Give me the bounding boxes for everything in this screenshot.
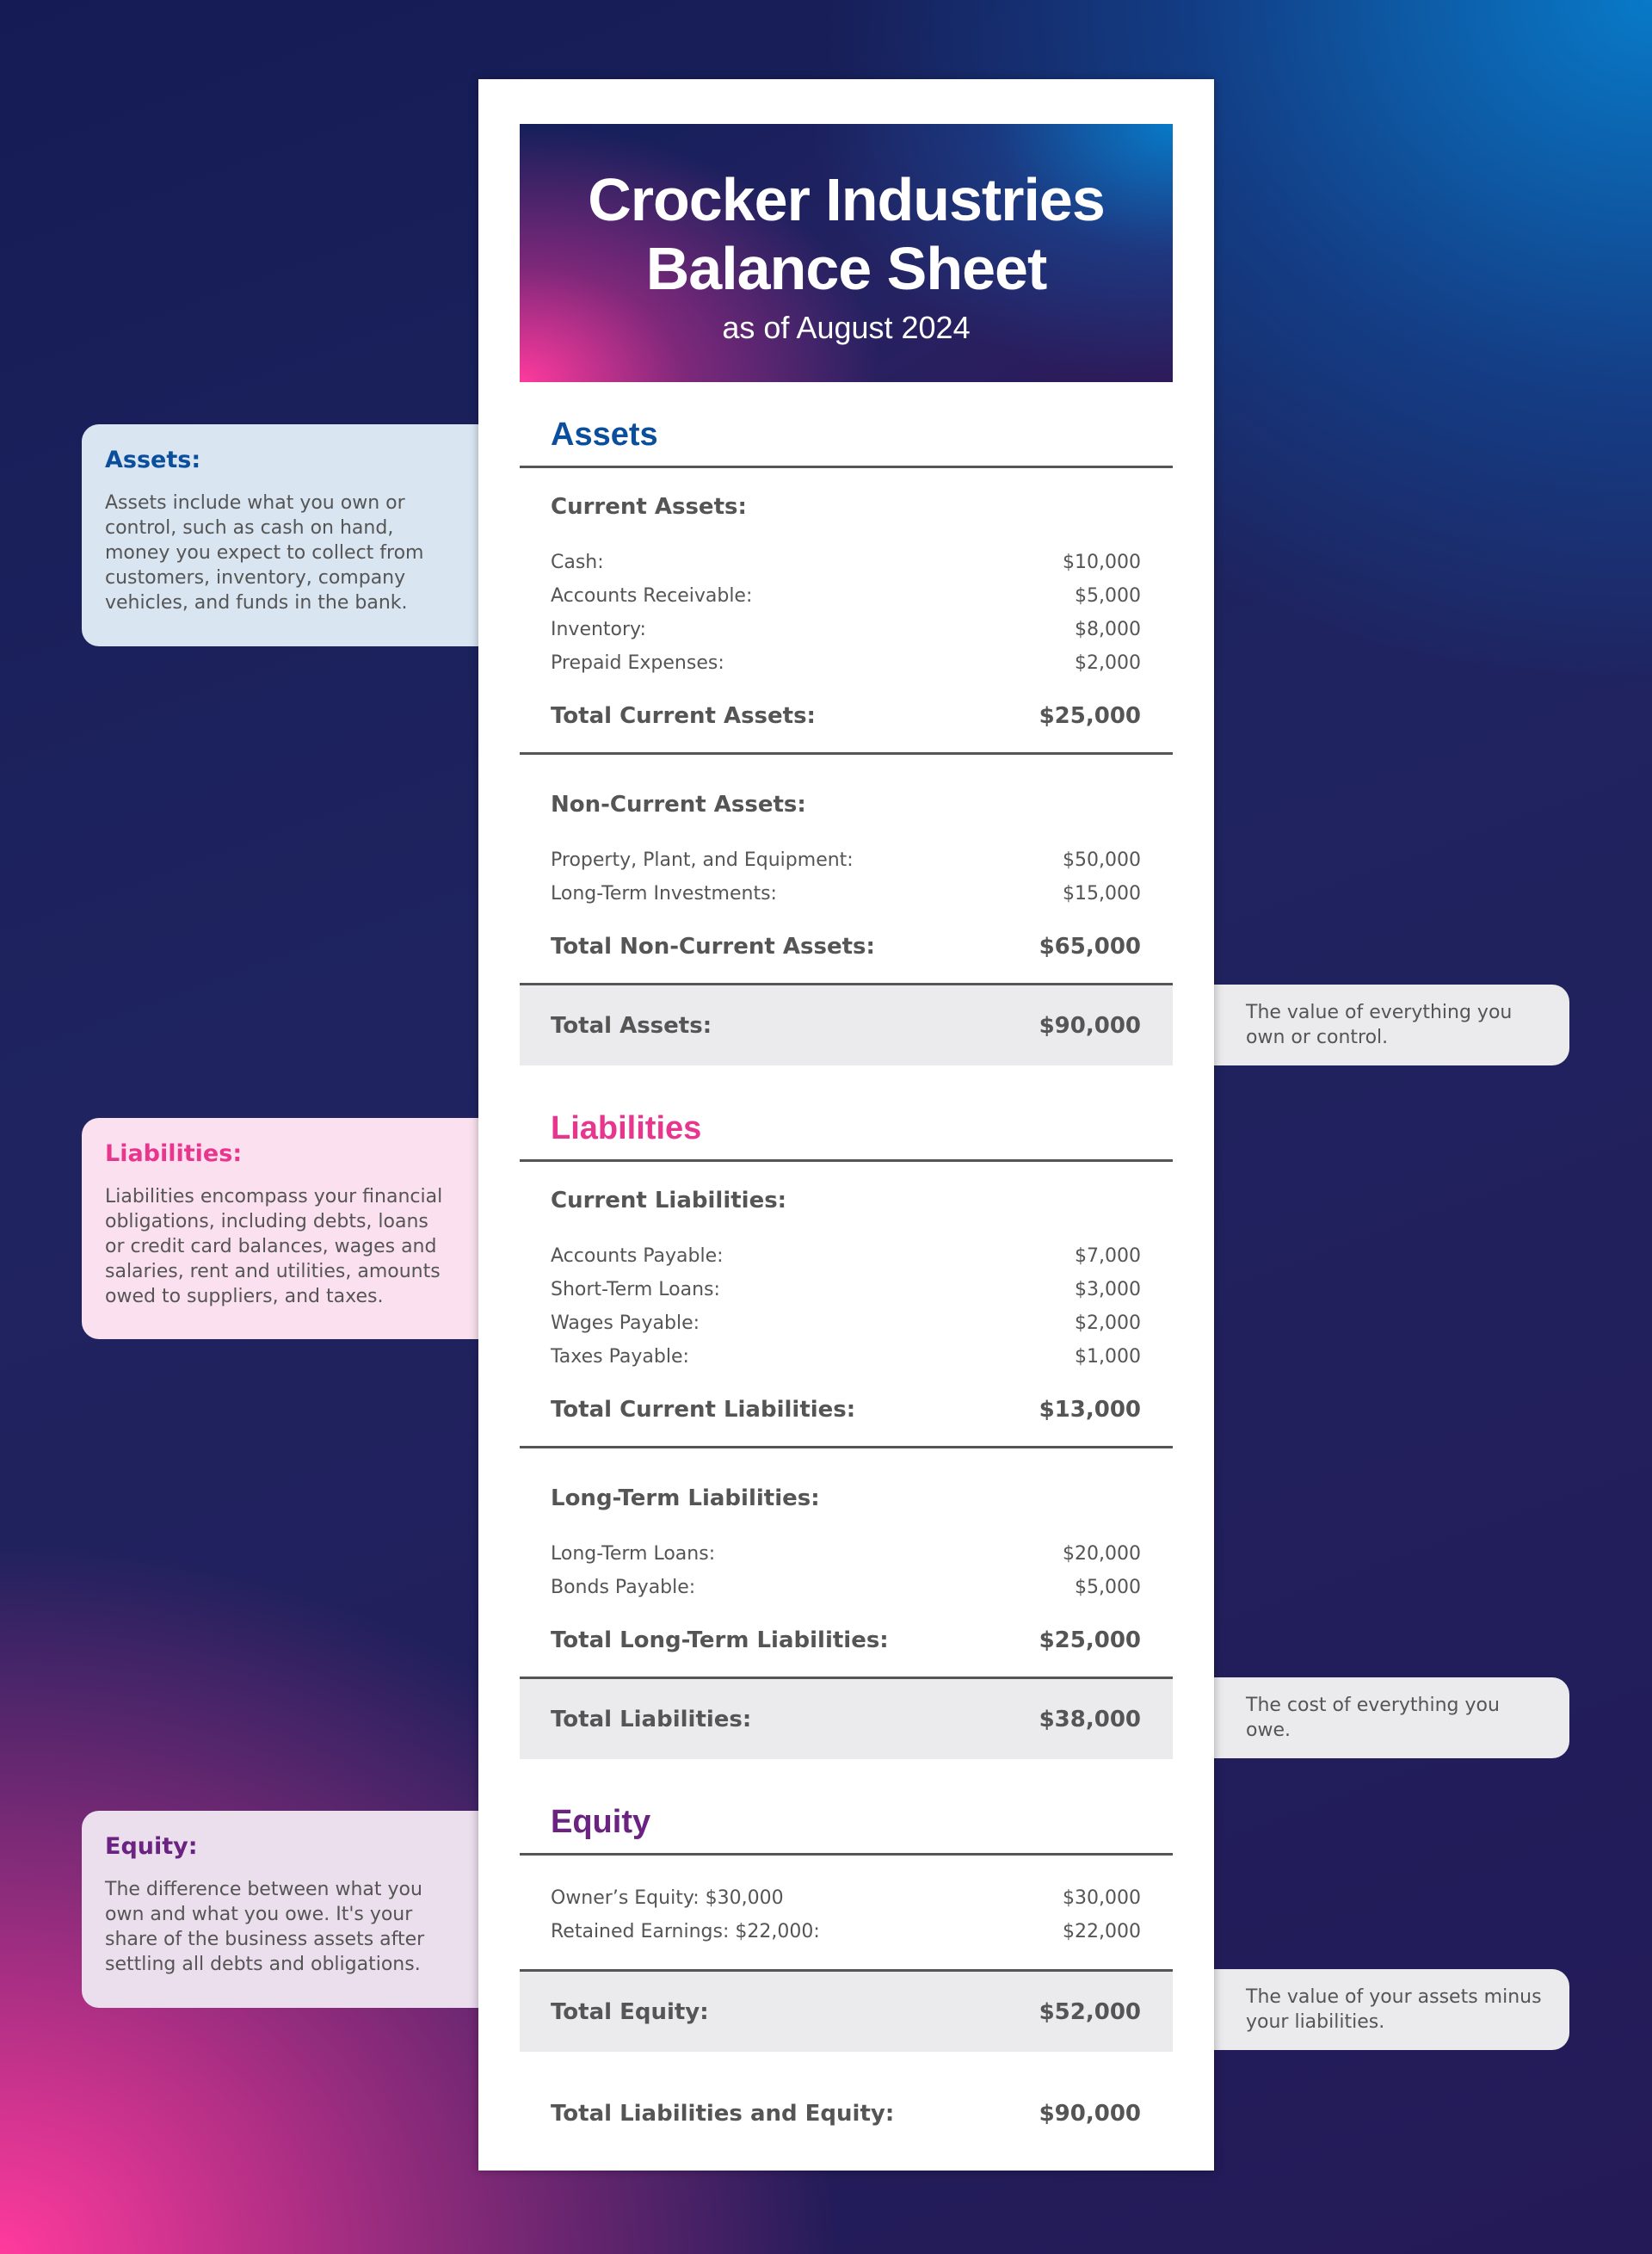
line-item: Taxes Payable: $1,000 [551,1346,1141,1368]
subtotal-row: Total Current Liabilities: $13,000 [551,1397,1141,1423]
subtotal-row: Total Non-Current Assets: $65,000 [551,934,1141,960]
line-item: Long-Term Loans: $20,000 [551,1543,1141,1565]
line-item: Prepaid Expenses: $2,000 [551,652,1141,674]
current-assets-group: Current Assets: Cash: $10,000 Accounts Re… [520,468,1173,755]
group-label: Current Assets: [551,494,747,520]
longterm-liabilities-group: Long-Term Liabilities: Long-Term Loans: $… [520,1448,1173,1679]
group-label: Long-Term Liabilities: [551,1485,820,1511]
assets-heading: Assets [520,382,1173,468]
line-item: Bonds Payable: $5,000 [551,1577,1141,1598]
line-item: Accounts Receivable: $5,000 [551,585,1141,607]
assets-note: Assets: Assets include what you own or c… [82,424,529,646]
subtotal-row: Total Current Assets: $25,000 [551,703,1141,729]
group-label: Current Liabilities: [551,1188,787,1213]
line-item: Inventory: $8,000 [551,619,1141,640]
equity-note-title: Equity: [105,1833,198,1860]
liabilities-note-title: Liabilities: [105,1140,243,1167]
liabilities-heading: Liabilities [520,1076,1173,1162]
equity-note-body: The difference between what you own and … [105,1879,425,1975]
page-subtitle: as of August 2024 [722,310,971,345]
current-liabilities-group: Current Liabilities: Accounts Payable: $7… [520,1162,1173,1448]
equity-group: Owner’s Equity: $30,000 $30,000 Retained … [520,1856,1173,1972]
group-label: Non-Current Assets: [551,792,806,818]
line-item: Accounts Payable: $7,000 [551,1245,1141,1267]
line-item: Cash: $10,000 [551,552,1141,573]
line-item: Property, Plant, and Equipment: $50,000 [551,849,1141,871]
line-item: Owner’s Equity: $30,000 $30,000 [551,1887,1141,1909]
balance-sheet-card: Crocker Industries Balance Sheet as of A… [478,79,1214,2171]
assets-note-body: Assets include what you own or control, … [105,492,424,614]
total-liabilities-note: The cost of everything you owe. [1170,1677,1569,1758]
equity-heading: Equity [520,1769,1173,1856]
noncurrent-assets-group: Non-Current Assets: Property, Plant, and… [520,755,1173,985]
total-assets-row: Total Assets: $90,000 [520,985,1173,1065]
header-banner: Crocker Industries Balance Sheet as of A… [520,124,1173,382]
total-liabilities-row: Total Liabilities: $38,000 [520,1679,1173,1759]
subtotal-row: Total Long-Term Liabilities: $25,000 [551,1627,1141,1653]
total-liabilities-equity-row: Total Liabilities and Equity: $90,000 [551,2101,1141,2127]
equity-note: Equity: The difference between what you … [82,1811,529,2008]
page-title: Crocker Industries Balance Sheet [588,166,1106,302]
total-assets-note: The value of everything you own or contr… [1170,985,1569,1065]
line-item: Short-Term Loans: $3,000 [551,1279,1141,1300]
total-equity-note: The value of your assets minus your liab… [1170,1969,1569,2050]
line-item: Long-Term Investments: $15,000 [551,883,1141,905]
line-item: Wages Payable: $2,000 [551,1312,1141,1334]
line-item: Retained Earnings: $22,000: $22,000 [551,1921,1141,1942]
total-equity-row: Total Equity: $52,000 [520,1972,1173,2052]
assets-note-title: Assets: [105,447,201,473]
liabilities-note-body: Liabilities encompass your financial obl… [105,1186,443,1307]
liabilities-note: Liabilities: Liabilities encompass your … [82,1118,529,1339]
